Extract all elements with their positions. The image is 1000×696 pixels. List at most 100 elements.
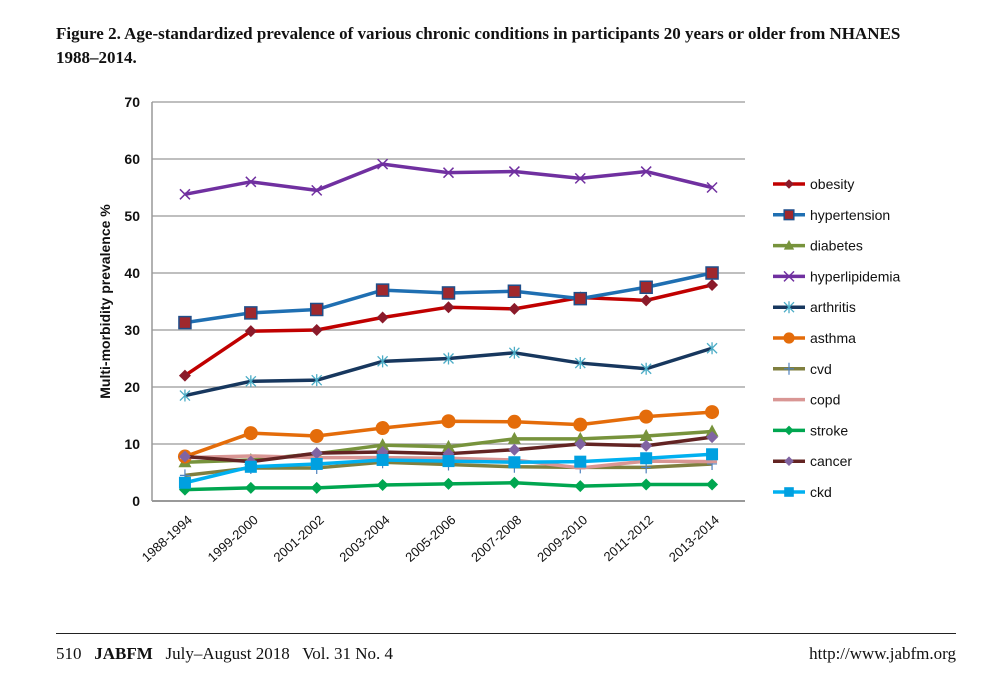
marker-asterisk bbox=[508, 346, 520, 359]
x-tick-label: 1999-2000 bbox=[205, 512, 261, 565]
legend-item: obesity bbox=[773, 176, 854, 192]
marker-diamond bbox=[310, 324, 323, 336]
journal-url: http://www.jabfm.org bbox=[809, 644, 956, 663]
marker-asterisk bbox=[245, 375, 257, 388]
marker-square bbox=[508, 456, 521, 469]
marker-x bbox=[574, 172, 586, 184]
marker-x bbox=[442, 167, 455, 179]
marker-square bbox=[573, 291, 588, 306]
marker-triangle bbox=[376, 438, 390, 451]
y-tick-label: 20 bbox=[124, 379, 140, 395]
marker-diamond bbox=[574, 480, 587, 493]
x-tick-label: 2001-2002 bbox=[270, 512, 326, 565]
y-tick-label: 30 bbox=[124, 322, 140, 338]
marker-diamond bbox=[784, 456, 794, 466]
marker-circle bbox=[441, 414, 456, 429]
legend-item: hyperlipidemia bbox=[773, 268, 900, 284]
marker-triangle bbox=[783, 240, 795, 250]
legend-item: diabetes bbox=[773, 238, 863, 254]
series-hypertension bbox=[178, 266, 719, 330]
x-tick-label: 2009-2010 bbox=[534, 512, 590, 565]
marker-x bbox=[245, 176, 257, 188]
marker-x bbox=[706, 181, 718, 194]
marker-diamond bbox=[784, 425, 794, 436]
marker-circle bbox=[309, 429, 324, 444]
legend-label: hypertension bbox=[810, 207, 890, 223]
marker-x bbox=[508, 166, 520, 178]
marker-circle bbox=[639, 409, 654, 424]
marker-diamond bbox=[310, 447, 323, 460]
marker-square bbox=[784, 487, 794, 497]
legend-item: ckd bbox=[773, 484, 832, 500]
marker-diamond bbox=[508, 476, 521, 489]
marker-diamond bbox=[244, 481, 257, 494]
marker-diamond bbox=[640, 439, 653, 452]
series-line bbox=[184, 162, 713, 197]
legend-label: hyperlipidemia bbox=[810, 268, 900, 284]
marker-asterisk bbox=[783, 301, 795, 314]
journal-name: JABFM bbox=[94, 644, 153, 663]
marker-square bbox=[244, 460, 257, 473]
x-tick-label: 1988-1994 bbox=[139, 512, 195, 565]
y-tick-label: 10 bbox=[124, 436, 140, 452]
legend-item: cvd bbox=[773, 361, 832, 377]
legend-item: copd bbox=[773, 392, 840, 408]
marker-circle bbox=[375, 421, 390, 436]
marker-square bbox=[310, 457, 323, 470]
marker-square bbox=[574, 455, 587, 468]
marker-x bbox=[179, 188, 191, 200]
legend-label: ckd bbox=[810, 484, 832, 500]
marker-diamond bbox=[442, 477, 455, 490]
y-tick-label: 60 bbox=[124, 151, 140, 167]
series-hyperlipidemia bbox=[179, 158, 718, 200]
marker-square bbox=[375, 283, 390, 297]
marker-diamond bbox=[508, 443, 521, 456]
marker-diamond bbox=[784, 179, 794, 189]
marker-diamond bbox=[706, 278, 719, 291]
series-ckd bbox=[178, 448, 719, 489]
marker-diamond bbox=[178, 450, 191, 463]
footer-rule bbox=[56, 633, 956, 634]
y-tick-label: 70 bbox=[124, 94, 140, 110]
marker-circle bbox=[705, 405, 720, 420]
page-number: 510 bbox=[56, 644, 82, 663]
marker-diamond bbox=[706, 478, 719, 491]
issue-info: July–August 2018 Vol. 31 No. 4 bbox=[165, 644, 394, 663]
marker-circle bbox=[783, 332, 795, 344]
legend-label: asthma bbox=[810, 330, 856, 346]
marker-asterisk bbox=[443, 352, 454, 365]
marker-triangle bbox=[507, 431, 521, 444]
marker-diamond bbox=[178, 369, 191, 382]
marker-square bbox=[309, 302, 324, 317]
series-asthma bbox=[177, 405, 720, 464]
marker-square bbox=[507, 284, 522, 298]
marker-triangle bbox=[639, 429, 653, 442]
marker-triangle bbox=[705, 424, 719, 437]
legend-label: diabetes bbox=[810, 238, 863, 254]
marker-x bbox=[377, 158, 389, 170]
marker-square bbox=[178, 476, 191, 489]
legend-item: cancer bbox=[773, 453, 852, 469]
series-arthritis bbox=[179, 342, 718, 402]
marker-square bbox=[442, 455, 455, 468]
marker-plus bbox=[784, 362, 794, 375]
marker-square bbox=[783, 209, 795, 221]
marker-x bbox=[640, 166, 652, 178]
marker-asterisk bbox=[179, 389, 191, 402]
marker-square bbox=[244, 306, 258, 320]
legend-item: asthma bbox=[773, 330, 856, 346]
y-tick-label: 40 bbox=[124, 265, 140, 281]
y-axis-label: Multi-morbidity prevalence % bbox=[97, 204, 113, 399]
marker-x bbox=[783, 270, 795, 282]
marker-triangle bbox=[442, 439, 455, 452]
y-tick-label: 0 bbox=[132, 493, 140, 509]
marker-asterisk bbox=[311, 374, 323, 387]
legend-label: copd bbox=[810, 392, 840, 408]
page-footer: 510 JABFM July–August 2018 Vol. 31 No. 4… bbox=[56, 644, 956, 664]
marker-square bbox=[376, 453, 389, 466]
legend-item: hypertension bbox=[773, 207, 890, 223]
marker-square bbox=[178, 315, 192, 330]
legend-item: arthritis bbox=[773, 299, 856, 315]
marker-diamond bbox=[574, 438, 587, 450]
